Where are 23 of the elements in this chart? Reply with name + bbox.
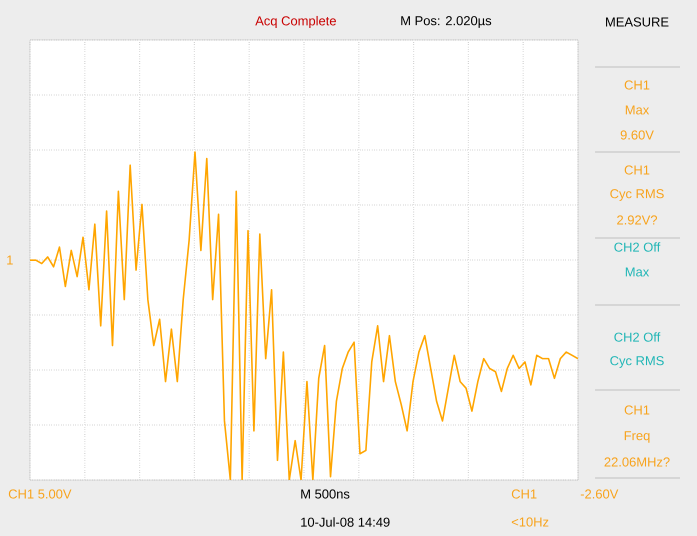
text: Freq xyxy=(624,431,650,443)
text: 2.92V? xyxy=(617,215,658,225)
text: -2.60V xyxy=(580,489,618,499)
text: Acq Complete xyxy=(255,16,336,28)
text: CH1 xyxy=(624,405,650,415)
text: 10-Jul-08 14:49 xyxy=(301,517,390,527)
text: 22.06MHz? xyxy=(604,457,670,467)
text: 1 xyxy=(7,256,13,264)
text: Max xyxy=(626,105,650,115)
text: 9.60V xyxy=(620,130,654,140)
text: CH2 Off xyxy=(614,242,660,252)
text: M 500ns xyxy=(301,489,350,499)
text: Cyc RMS xyxy=(610,356,664,368)
text: CH1 xyxy=(624,165,650,175)
text: CH1 xyxy=(624,80,650,90)
text: M Pos: 2.020µs xyxy=(401,16,492,28)
text: CH2 Off xyxy=(614,332,660,342)
text: <10Hz xyxy=(512,517,548,527)
text: Max xyxy=(626,267,650,277)
text: CH1 5.00V xyxy=(8,489,72,499)
text: Cyc RMS xyxy=(610,189,664,201)
text: CH1 xyxy=(512,489,536,499)
text: MEASURE xyxy=(606,17,668,27)
